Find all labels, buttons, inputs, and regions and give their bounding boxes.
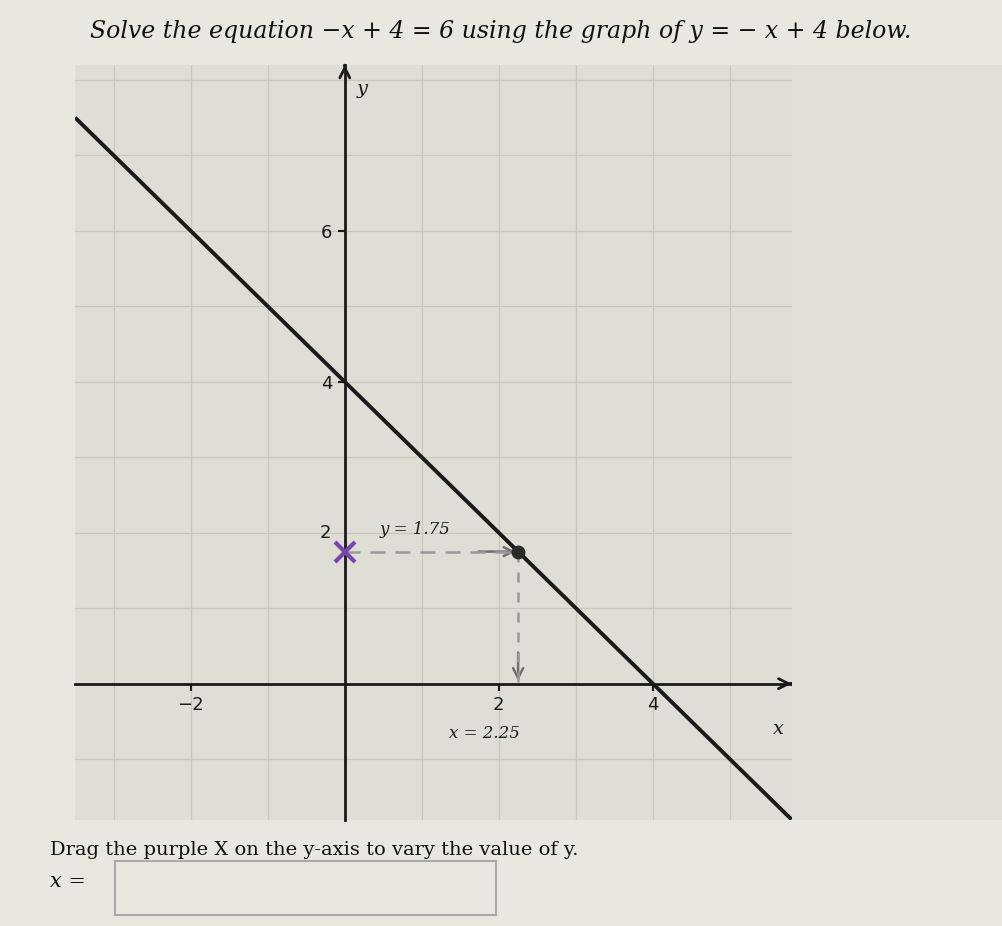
Text: y = 1.75: y = 1.75 — [380, 521, 450, 538]
Text: Drag the purple X on the y-axis to vary the value of y.: Drag the purple X on the y-axis to vary … — [50, 841, 578, 858]
Text: x =: x = — [50, 872, 86, 891]
Text: 2: 2 — [320, 524, 331, 542]
Text: Solve the equation −x + 4 = 6 using the graph of y = − x + 4 below.: Solve the equation −x + 4 = 6 using the … — [90, 20, 912, 44]
Text: x: x — [773, 720, 784, 738]
Text: x = 2.25: x = 2.25 — [449, 725, 520, 742]
Text: y: y — [357, 80, 367, 98]
